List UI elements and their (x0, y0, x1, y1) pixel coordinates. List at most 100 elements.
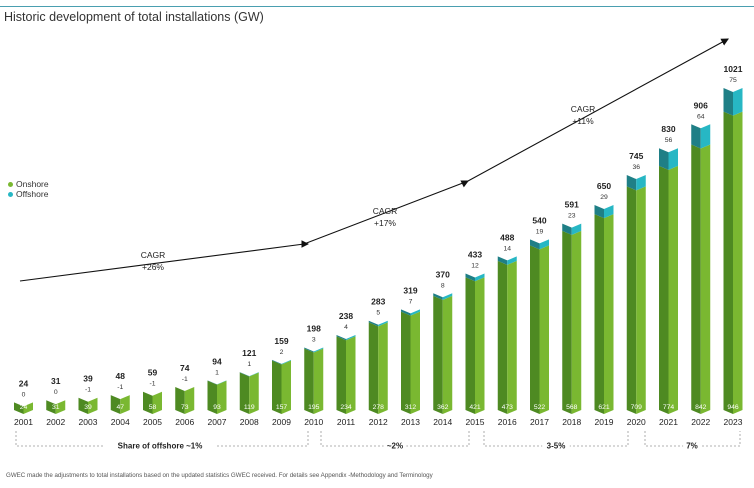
bar-offshore-right-2015 (475, 273, 485, 282)
bar-offshore-right-2010 (313, 347, 324, 353)
bar-onshore-right-2020 (636, 186, 646, 414)
onshore-value-2008: 119 (244, 404, 255, 411)
year-label-2017: 2017 (530, 417, 549, 427)
bar-onshore-right-2021 (668, 165, 678, 414)
total-value-2016: 488 (500, 232, 514, 242)
chart-title: Historic development of total installati… (4, 10, 264, 24)
year-label-2009: 2009 (272, 417, 291, 427)
onshore-value-2005: 58 (149, 404, 157, 411)
bar-offshore-right-2011 (346, 334, 356, 341)
offshore-value-2004: -1 (117, 384, 123, 391)
bar-onshore-right-2023 (733, 111, 743, 414)
bar-offshore-right-2007 (217, 380, 227, 385)
cagr-label-2: CAGR (373, 206, 398, 216)
offshore-value-2002: 0 (54, 389, 58, 396)
year-label-2018: 2018 (562, 417, 581, 427)
bar-chart: CAGR+26%CAGR+17%CAGR+11%2402420013103120… (14, 38, 743, 451)
total-value-2023: 1021 (724, 64, 743, 74)
offshore-value-2005: -1 (149, 381, 155, 388)
year-label-2015: 2015 (466, 417, 485, 427)
offshore-value-2012: 5 (376, 310, 380, 317)
bar-onshore-right-2015 (475, 277, 485, 414)
bar-offshore-right-2021 (668, 148, 678, 170)
offshore-value-2001: 0 (22, 391, 26, 398)
offshore-value-2022: 64 (697, 113, 705, 120)
year-label-2011: 2011 (337, 417, 356, 427)
share-label-bg-1 (104, 440, 216, 451)
cagr-arrow-head-2 (460, 180, 469, 188)
bar-offshore-left-2023 (723, 88, 733, 116)
bar-onshore-left-2015 (465, 277, 475, 414)
onshore-value-2011: 234 (340, 404, 352, 411)
year-label-2014: 2014 (433, 417, 452, 427)
onshore-value-2017: 522 (534, 404, 546, 411)
onshore-value-2020: 709 (631, 404, 643, 411)
bar-onshore-left-2022 (691, 144, 701, 414)
bar-offshore-left-2007 (207, 380, 217, 385)
onshore-value-2003: 39 (84, 404, 92, 411)
total-value-2013: 319 (403, 285, 417, 295)
bar-offshore-right-2019 (604, 205, 614, 219)
share-label-bg-3 (542, 440, 570, 451)
total-value-2010: 198 (307, 324, 321, 334)
bar-offshore-left-2014 (433, 293, 443, 300)
bar-onshore-left-2001 (14, 402, 24, 414)
cagr-label-1: CAGR (141, 250, 166, 260)
bar-offshore-right-2023 (733, 88, 743, 116)
offshore-value-2017: 19 (536, 228, 544, 235)
total-value-2005: 59 (148, 368, 158, 378)
bar-offshore-right-2012 (378, 320, 388, 327)
legend-dot-offshore (8, 191, 13, 197)
bar-onshore-right-2005 (152, 391, 162, 414)
bar-onshore-left-2017 (530, 245, 540, 414)
total-value-2004: 48 (116, 371, 126, 381)
bar-onshore-left-2023 (723, 111, 733, 414)
year-label-2013: 2013 (401, 417, 420, 427)
bar-onshore-right-2022 (700, 144, 711, 414)
bar-onshore-right-2004 (120, 395, 130, 414)
bar-offshore-left-2017 (530, 239, 540, 250)
bar-onshore-left-2010 (304, 348, 314, 414)
bar-onshore-right-2009 (281, 360, 291, 414)
year-label-2007: 2007 (208, 417, 227, 427)
offshore-value-2006: -1 (182, 376, 188, 383)
bar-onshore-right-2001 (23, 402, 33, 414)
bar-offshore-right-2017 (539, 239, 549, 250)
year-label-2016: 2016 (498, 417, 517, 427)
legend-item-offshore: Offshore (8, 189, 49, 199)
bar-onshore-left-2012 (368, 322, 379, 414)
bar-onshore-left-2003 (78, 397, 88, 414)
bar-offshore-right-2013 (410, 309, 420, 316)
bar-offshore-left-2016 (497, 256, 508, 265)
bar-onshore-right-2019 (604, 214, 614, 414)
offshore-value-2015: 12 (471, 262, 479, 269)
offshore-value-2010: 3 (312, 337, 316, 344)
share-label-4: 7% (686, 442, 698, 451)
bar-onshore-left-2009 (272, 360, 282, 414)
onshore-value-2012: 278 (373, 404, 385, 411)
bar-onshore-right-2013 (410, 311, 420, 414)
bar-onshore-right-2018 (571, 230, 582, 414)
year-label-2023: 2023 (724, 417, 743, 427)
year-label-2004: 2004 (111, 417, 130, 427)
onshore-value-2010: 195 (308, 404, 320, 411)
year-label-2002: 2002 (46, 417, 65, 427)
bar-offshore-left-2011 (336, 334, 346, 341)
onshore-value-2015: 421 (469, 404, 481, 411)
cagr-arrow-line (19, 38, 729, 282)
bar-onshore-left-2002 (46, 400, 56, 414)
bar-offshore-right-2022 (700, 124, 711, 149)
total-value-2003: 39 (83, 374, 93, 384)
total-value-2015: 433 (468, 249, 482, 259)
bar-offshore-left-2008 (239, 372, 250, 377)
bar-offshore-right-2009 (281, 359, 291, 365)
bar-offshore-left-2012 (368, 320, 379, 327)
bar-onshore-left-2016 (497, 260, 508, 414)
total-value-2019: 650 (597, 181, 611, 191)
onshore-value-2007: 93 (213, 404, 221, 411)
cagr-value-2: +17% (374, 218, 396, 228)
onshore-value-2021: 774 (663, 404, 675, 411)
onshore-value-2006: 73 (181, 404, 189, 411)
bar-offshore-right-2008 (249, 372, 259, 377)
bar-onshore-right-2002 (55, 400, 66, 414)
